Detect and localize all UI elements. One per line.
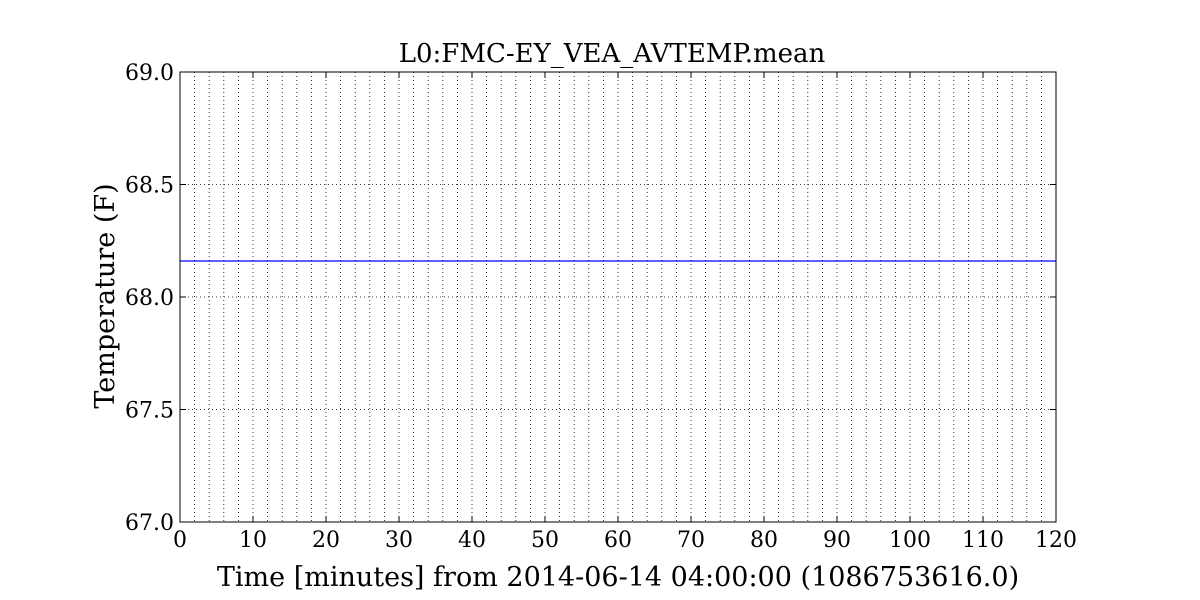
grid	[180, 72, 1056, 522]
x-tick-label: 110	[962, 528, 1004, 553]
y-tick-label: 69.0	[125, 61, 174, 86]
y-tick-label: 67.0	[125, 511, 174, 536]
x-tick-label: 40	[458, 528, 486, 553]
y-axis-label: Temperature (F)	[90, 183, 121, 408]
x-tick-label: 0	[173, 528, 187, 553]
x-tick-label: 50	[531, 528, 559, 553]
y-tick-label: 67.5	[125, 399, 174, 424]
x-tick-label: 20	[312, 528, 340, 553]
chart-title: L0:FMC-EY_VEA_AVTEMP.mean	[399, 39, 826, 69]
x-tick-label: 80	[750, 528, 778, 553]
x-tick-label: 30	[385, 528, 413, 553]
axis-tick-labels: 0 10 20 30 40 50 60 70 80 90 100 110 120 67.0 67.5 68.0…	[125, 61, 1077, 553]
x-tick-label: 70	[677, 528, 705, 553]
x-tick-label: 60	[604, 528, 632, 553]
y-tick-label: 68.5	[125, 174, 174, 199]
x-tick-label: 120	[1035, 528, 1077, 553]
y-tick-label: 68.0	[125, 286, 174, 311]
axis-ticks	[179, 71, 1057, 523]
x-tick-label: 10	[239, 528, 267, 553]
x-tick-label: 100	[889, 528, 931, 553]
x-tick-label: 90	[823, 528, 851, 553]
x-axis-label: Time [minutes] from 2014-06-14 04:00:00 …	[217, 562, 1019, 593]
